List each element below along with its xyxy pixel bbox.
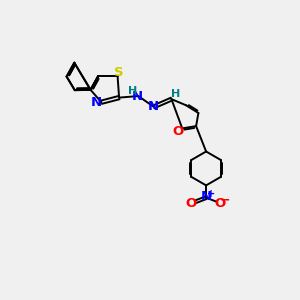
Text: N: N — [147, 100, 158, 113]
Text: −: − — [220, 194, 231, 206]
Text: H: H — [128, 86, 138, 96]
Text: +: + — [207, 189, 215, 199]
Text: N: N — [91, 96, 102, 109]
Text: N: N — [132, 90, 143, 103]
Text: H: H — [172, 89, 181, 99]
Text: O: O — [172, 125, 183, 138]
Text: O: O — [186, 197, 197, 210]
Text: O: O — [214, 197, 226, 210]
Text: N: N — [200, 190, 212, 203]
Text: S: S — [113, 66, 123, 79]
